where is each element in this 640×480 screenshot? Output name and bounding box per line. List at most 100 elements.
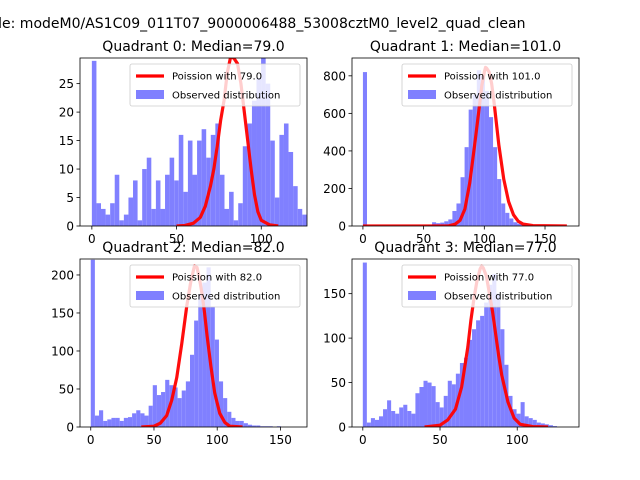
y-tick-label: 800: [323, 69, 346, 83]
legend-box: [401, 264, 573, 308]
histogram-bar: [452, 210, 457, 226]
histogram-bar: [251, 100, 257, 226]
y-tick: 25: [59, 77, 80, 91]
y-tick: 0: [66, 220, 80, 234]
histogram-bar: [229, 191, 234, 226]
x-tick: 100: [506, 427, 529, 447]
histogram-bar: [391, 411, 396, 427]
histogram-bar: [488, 284, 493, 427]
histogram-bar: [435, 402, 440, 427]
histogram-bar: [476, 320, 481, 427]
y-tick: 600: [323, 107, 352, 121]
histogram-bar: [472, 329, 477, 427]
histogram-bar: [513, 222, 518, 226]
histogram-bar: [123, 417, 128, 427]
histogram-bar: [194, 320, 199, 427]
histogram-bar: [146, 157, 152, 226]
histogram-bar: [156, 395, 162, 427]
histogram-bar: [197, 140, 202, 226]
histogram-bar: [165, 174, 170, 226]
histogram-bar: [480, 315, 485, 427]
y-tick-label: 20: [59, 106, 74, 120]
y-tick-label: 25: [59, 77, 74, 91]
histogram-bar: [185, 381, 190, 427]
y-tick-label: 50: [331, 376, 346, 390]
plot-area: [362, 262, 558, 427]
histogram-bar: [173, 387, 178, 427]
y-tick-label: 0: [338, 421, 346, 435]
x-tick-label: 0: [359, 433, 367, 447]
histogram-bar: [480, 75, 485, 226]
histogram-bar: [187, 140, 193, 226]
y-tick-label: 400: [323, 144, 346, 158]
histogram-bar: [160, 208, 166, 226]
y-tick: 50: [59, 382, 80, 396]
y-tick: 100: [323, 332, 352, 346]
histogram-bar: [223, 398, 228, 427]
histogram-bar: [283, 123, 289, 226]
y-tick-label: 100: [51, 344, 74, 358]
legend-observed-label: Observed distribution: [444, 292, 552, 303]
histogram-bar: [183, 191, 188, 226]
y-tick-label: 0: [338, 220, 346, 234]
quadrant-2-panel: 0 50 100 150 0 50 100 150 200 Poission with 82.0 O…: [51, 240, 308, 447]
x-tick-label: 50: [146, 433, 161, 447]
x-tick: 100: [250, 226, 273, 246]
histogram-bar: [192, 174, 198, 226]
histogram-bar: [484, 90, 489, 226]
histogram-bar: [115, 417, 120, 427]
histogram-bar: [274, 197, 280, 226]
histogram-bar: [214, 339, 219, 427]
histogram-bar: [407, 411, 412, 427]
histogram-bar: [383, 409, 388, 427]
histogram-bar: [472, 94, 477, 226]
legend-poisson-label: Poission with 82.0: [172, 273, 262, 284]
histogram-bar: [387, 400, 392, 427]
x-tick: 100: [206, 427, 229, 447]
histogram-bar: [181, 390, 186, 427]
y-tick: 0: [338, 220, 352, 234]
histogram-bar: [540, 423, 545, 427]
x-tick-label: 150: [269, 433, 292, 447]
x-tick-label: 100: [506, 433, 529, 447]
y-tick: 10: [59, 163, 80, 177]
y-tick-label: 200: [51, 268, 74, 282]
legend-box: [401, 63, 573, 107]
histogram-bar: [493, 147, 498, 226]
histogram-bar: [99, 410, 104, 427]
histogram-bar: [210, 306, 215, 427]
histogram-bar: [293, 186, 298, 226]
y-tick: 15: [59, 134, 80, 148]
figure-suptitle: n file: modeM0/AS1C09_011T07_9000006488_…: [0, 16, 526, 32]
histogram-bar: [378, 416, 384, 427]
histogram-bar: [552, 426, 558, 427]
y-tick-label: 10: [59, 163, 74, 177]
histogram-bar: [423, 380, 428, 427]
x-tick-label: 150: [534, 232, 557, 246]
x-tick-label: 50: [432, 433, 447, 447]
histogram-bar: [451, 384, 456, 427]
histogram-bar: [235, 420, 240, 427]
y-tick: 100: [51, 344, 80, 358]
y-tick: 800: [323, 69, 352, 83]
x-tick: 50: [416, 226, 431, 246]
quadrant-title: Quadrant 0: Median=79.0: [102, 39, 284, 55]
histogram-bar: [165, 379, 170, 427]
histogram-bar: [190, 354, 195, 427]
histogram-bar: [548, 425, 553, 427]
histogram-bar: [484, 302, 489, 427]
legend-poisson-label: Poission with 77.0: [444, 273, 534, 284]
histogram-bar: [432, 222, 437, 226]
histogram-bar: [127, 417, 133, 427]
histogram-bar: [517, 223, 522, 226]
histogram-bar: [415, 393, 420, 427]
histogram-bar: [399, 407, 404, 427]
axes-frame: [79, 57, 308, 227]
histogram-bar: [201, 129, 207, 226]
histogram-bar: [370, 418, 375, 427]
x-tick: 0: [359, 226, 367, 246]
x-tick: 150: [269, 427, 292, 447]
histogram-bar: [524, 416, 529, 427]
y-tick: 20: [59, 106, 80, 120]
histogram-bar: [119, 420, 124, 427]
